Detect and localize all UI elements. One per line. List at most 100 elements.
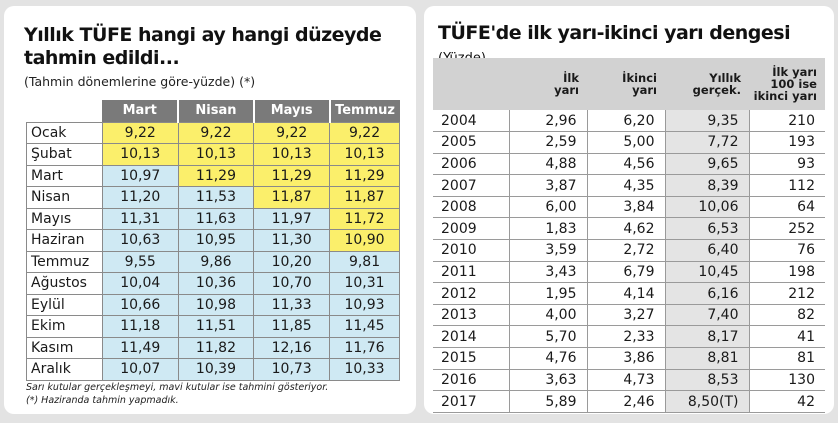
forecast-row: Temmuz 9,55 9,86 10,20 9,81 — [26, 251, 400, 273]
balance-header-row: İlk yarı İkinci yarı Yıllık gerçek. İlk yarı 10… — [433, 58, 825, 110]
forecast-col-header: Mart — [102, 100, 180, 122]
forecast-row: Ağustos 10,04 10,36 10,70 10,31 — [26, 272, 400, 295]
balance-value-cell: 8,53 — [664, 369, 749, 392]
balance-year-label: 2007 — [433, 174, 509, 197]
forecast-value-cell: 11,76 — [329, 337, 400, 359]
balance-value-cell: 4,00 — [508, 304, 587, 327]
balance-value-cell: 3,59 — [508, 239, 587, 262]
balance-value-cell: 193 — [748, 131, 825, 154]
balance-value-cell: 9,35 — [664, 110, 749, 133]
forecast-month-label: Haziran — [26, 229, 103, 252]
forecast-value-cell: 11,63 — [178, 208, 255, 230]
forecast-month-label: Temmuz — [26, 251, 103, 273]
forecast-value-cell: 10,66 — [102, 294, 179, 316]
forecast-value-cell: 10,93 — [329, 294, 400, 316]
balance-year-label: 2015 — [433, 347, 509, 370]
forecast-month-label: Şubat — [26, 143, 103, 166]
balance-col-header-line: yarı — [632, 83, 657, 97]
actual-value-cell: 11,29 — [178, 165, 255, 187]
balance-row: 2008 6,00 3,84 10,06 64 — [433, 196, 825, 219]
balance-value-cell: 112 — [748, 174, 825, 197]
balance-row: 2005 2,59 5,00 7,72 193 — [433, 131, 825, 154]
balance-value-cell: 198 — [748, 261, 825, 284]
forecast-value-cell: 11,97 — [253, 208, 331, 230]
forecast-value-cell: 10,70 — [253, 272, 331, 295]
balance-year-label: 2005 — [433, 131, 509, 154]
balance-value-cell: 2,59 — [508, 131, 587, 154]
balance-row: 2012 1,95 4,14 6,16 212 — [433, 282, 825, 305]
balance-value-cell: 3,86 — [586, 347, 665, 370]
forecast-value-cell: 9,55 — [102, 251, 179, 273]
forecast-value-cell: 10,95 — [178, 229, 255, 252]
forecast-value-cell: 11,30 — [253, 229, 331, 252]
balance-value-cell: 2,96 — [508, 110, 587, 133]
balance-value-cell: 8,50(T) — [664, 390, 749, 413]
balance-year-label: 2013 — [433, 304, 509, 327]
forecast-value-cell: 10,31 — [329, 272, 400, 295]
balance-value-cell: 5,00 — [586, 131, 665, 154]
forecast-row: Ocak 9,22 9,22 9,22 9,22 — [26, 121, 400, 144]
balance-value-cell: 3,43 — [508, 261, 587, 284]
balance-value-cell: 3,87 — [508, 174, 587, 197]
balance-value-cell: 81 — [748, 347, 825, 370]
actual-value-cell: 10,90 — [329, 229, 400, 252]
balance-year-label: 2011 — [433, 261, 509, 284]
balance-value-cell: 6,40 — [664, 239, 749, 262]
balance-col-header-line: yarı — [554, 83, 579, 97]
balance-col-header-line: İkinci — [622, 71, 657, 85]
forecast-month-label: Ekim — [26, 315, 103, 338]
balance-value-cell: 1,83 — [508, 217, 587, 241]
balance-value-cell: 6,20 — [586, 110, 665, 133]
actual-value-cell: 11,29 — [329, 165, 400, 187]
balance-year-label: 2010 — [433, 239, 509, 262]
balance-value-cell: 2,72 — [586, 239, 665, 262]
forecast-value-cell: 11,33 — [253, 294, 331, 316]
balance-row: 2006 4,88 4,56 9,65 93 — [433, 153, 825, 176]
forecast-value-cell: 11,49 — [102, 337, 179, 359]
forecast-col-header: Temmuz — [329, 100, 400, 122]
balance-value-cell: 4,88 — [508, 153, 587, 176]
forecast-title: Yıllık TÜFE hangi ay hangi düzeyde tahmi… — [24, 24, 382, 69]
balance-value-cell: 76 — [748, 239, 825, 262]
balance-col-header-line: gerçek. — [692, 83, 741, 97]
balance-value-cell: 7,40 — [664, 304, 749, 327]
forecast-col-header: Mayıs — [253, 100, 331, 122]
forecast-value-cell: 11,45 — [329, 315, 400, 338]
balance-value-cell: 5,89 — [508, 390, 587, 413]
forecast-value-cell: 11,20 — [102, 186, 179, 209]
actual-value-cell: 11,72 — [329, 208, 400, 230]
balance-value-cell: 3,63 — [508, 369, 587, 392]
balance-row: 2007 3,87 4,35 8,39 112 — [433, 174, 825, 197]
forecast-value-cell: 11,82 — [178, 337, 255, 359]
forecast-row: Nisan 11,20 11,53 11,87 11,87 — [26, 186, 400, 209]
balance-col-header-line: İlk yarı — [772, 65, 817, 79]
balance-value-cell: 3,27 — [586, 304, 665, 327]
forecast-table: Mart Nisan Mayıs Temmuz Ocak 9,22 9,22 9,22… — [26, 100, 400, 381]
balance-value-cell: 8,17 — [664, 325, 749, 349]
balance-value-cell: 252 — [748, 217, 825, 241]
balance-value-cell: 210 — [748, 110, 825, 133]
forecast-row: Şubat 10,13 10,13 10,13 10,13 — [26, 143, 400, 166]
balance-corner-cell — [433, 58, 509, 110]
balance-value-cell: 8,39 — [664, 174, 749, 197]
balance-value-cell: 64 — [748, 196, 825, 219]
balance-col-header: İkinci yarı — [587, 58, 665, 110]
actual-value-cell: 9,22 — [329, 121, 400, 144]
forecast-row: Kasım 11,49 11,82 12,16 11,76 — [26, 337, 400, 359]
forecast-row: Ekim 11,18 11,51 11,85 11,45 — [26, 315, 400, 338]
balance-value-cell: 7,72 — [664, 131, 749, 154]
forecast-month-label: Kasım — [26, 337, 103, 359]
actual-value-cell: 10,13 — [178, 143, 255, 166]
actual-value-cell: 10,13 — [102, 143, 179, 166]
balance-row: 2004 2,96 6,20 9,35 210 — [433, 110, 825, 133]
forecast-value-cell: 10,63 — [102, 229, 179, 252]
forecast-value-cell: 10,36 — [178, 272, 255, 295]
forecast-value-cell: 11,53 — [178, 186, 255, 209]
balance-value-cell: 41 — [748, 325, 825, 349]
balance-year-label: 2004 — [433, 110, 509, 133]
forecast-month-label: Ocak — [26, 121, 103, 144]
balance-value-cell: 4,62 — [586, 217, 665, 241]
forecast-value-cell: 9,81 — [329, 251, 400, 273]
forecast-subtitle: (Tahmin dönemlerine göre-yüzde) (*) — [24, 74, 256, 89]
balance-year-label: 2014 — [433, 325, 509, 349]
